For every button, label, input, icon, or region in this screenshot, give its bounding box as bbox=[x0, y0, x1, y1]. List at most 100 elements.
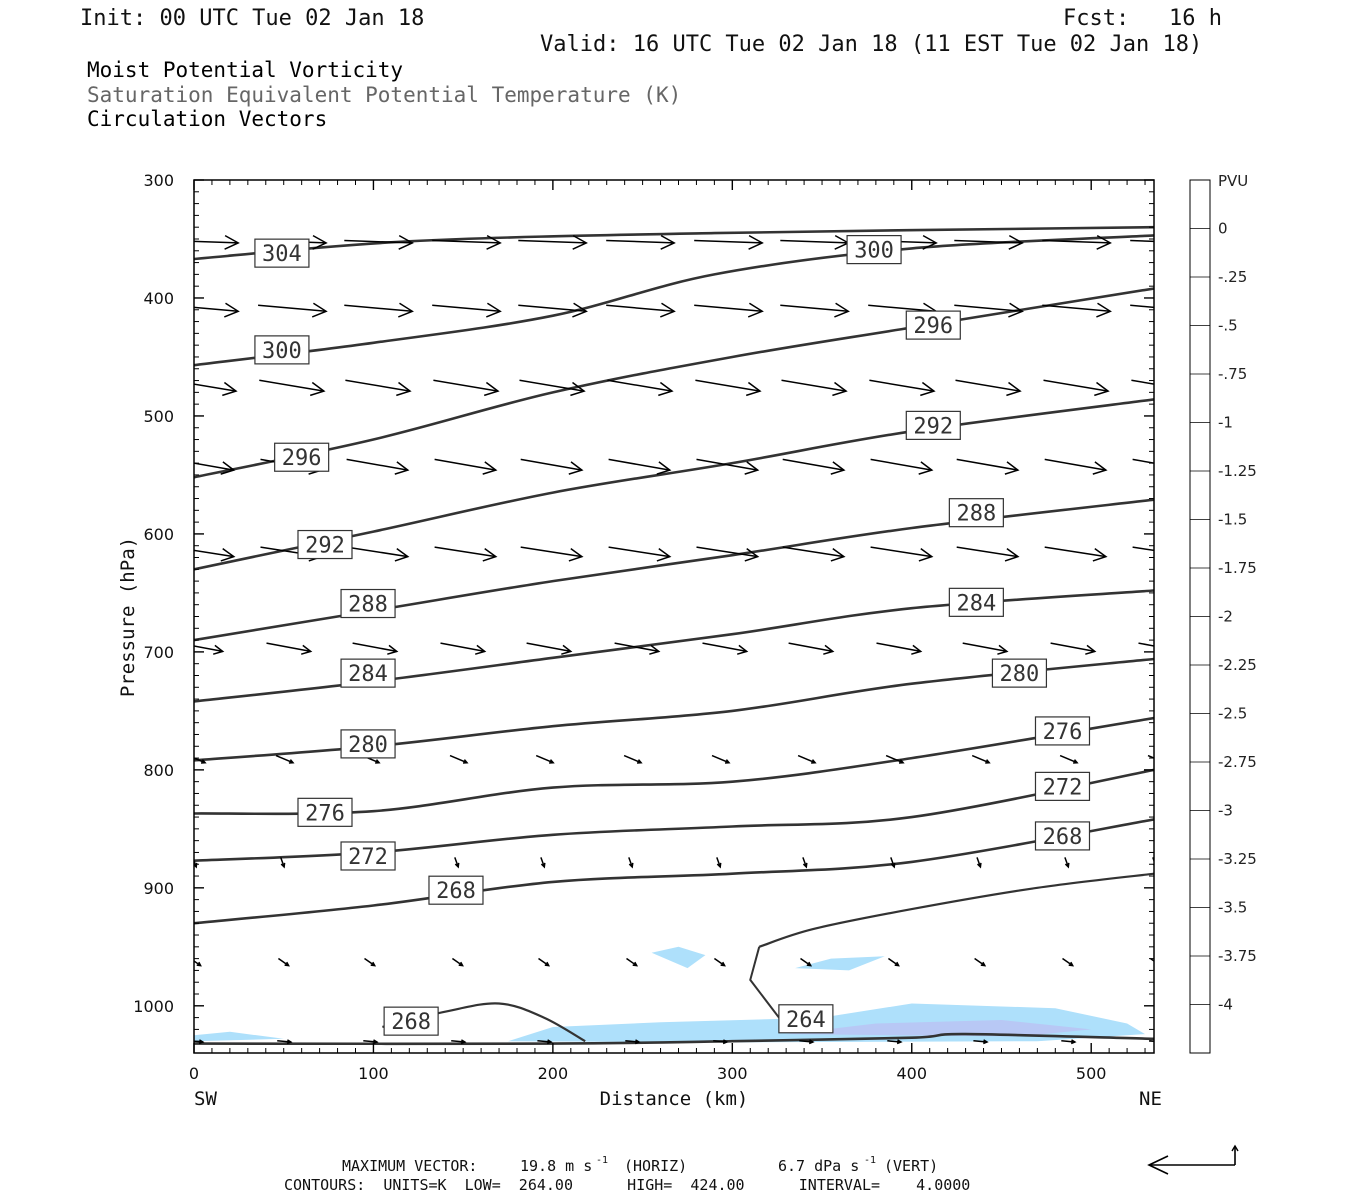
circulation-vector bbox=[973, 1039, 989, 1045]
colorbar-label: -1 bbox=[1218, 414, 1233, 432]
vector-head bbox=[220, 547, 236, 562]
circulation-vector bbox=[606, 302, 676, 318]
vector-shaft bbox=[694, 239, 763, 244]
circulation-vector bbox=[976, 857, 982, 869]
vector-head bbox=[890, 862, 896, 869]
vector-shaft bbox=[797, 754, 816, 764]
vector-head bbox=[830, 547, 846, 562]
vector-shaft bbox=[1042, 304, 1111, 313]
vector-shaft bbox=[1050, 642, 1095, 653]
circulation-vector bbox=[434, 458, 498, 475]
contour-line-300 bbox=[194, 234, 1154, 367]
circulation-vector bbox=[352, 642, 399, 655]
contour-label-box bbox=[948, 587, 1004, 617]
circulation-vector bbox=[432, 302, 502, 318]
vector-shaft bbox=[364, 957, 376, 967]
contour-label: 296 bbox=[274, 442, 330, 472]
colorbar-label: -3.75 bbox=[1218, 947, 1257, 965]
circulation-vector bbox=[518, 302, 588, 318]
vector-head bbox=[200, 759, 207, 764]
vector-head bbox=[1004, 547, 1020, 562]
circulation-vector bbox=[363, 1039, 379, 1045]
circulation-vector bbox=[451, 1039, 467, 1045]
contour-label-box bbox=[948, 498, 1004, 528]
colorbar-label: -1.25 bbox=[1218, 462, 1257, 480]
vector-shaft bbox=[713, 1040, 727, 1043]
contour-label-box bbox=[340, 658, 396, 688]
colorbar-unit: PVU bbox=[1218, 172, 1248, 190]
vector-shaft bbox=[625, 1040, 639, 1043]
vector-head bbox=[549, 759, 555, 764]
vector-shaft bbox=[1059, 754, 1078, 764]
vector-shaft bbox=[696, 458, 758, 471]
circulation-vector bbox=[1050, 642, 1097, 655]
vector-head bbox=[224, 234, 240, 250]
vector-head bbox=[744, 461, 760, 475]
vector-shaft bbox=[956, 458, 1019, 471]
vector-head bbox=[544, 961, 551, 967]
contour-label-box bbox=[340, 588, 396, 619]
colorbar-label: -4 bbox=[1218, 996, 1233, 1014]
circulation-vector bbox=[606, 234, 676, 250]
vector-head bbox=[288, 759, 295, 764]
vector-head bbox=[394, 461, 410, 475]
circulation-vector bbox=[432, 234, 502, 250]
circulation-vector bbox=[1131, 379, 1154, 385]
y-tick-label: 600 bbox=[143, 525, 174, 544]
vector-head bbox=[896, 1039, 903, 1045]
vector-shaft bbox=[194, 306, 239, 313]
vector-head bbox=[280, 862, 286, 869]
vector-shaft bbox=[346, 458, 408, 471]
valid-time: Valid: 16 UTC Tue 02 Jan 18 (11 EST Tue … bbox=[540, 32, 1202, 57]
circulation-vectors bbox=[194, 234, 1198, 1045]
vector-head bbox=[1181, 462, 1194, 474]
circulation-vector bbox=[802, 857, 808, 869]
vector-head bbox=[212, 644, 225, 655]
contour-label-box bbox=[428, 875, 484, 905]
vector-head bbox=[918, 461, 934, 475]
vector-shaft bbox=[194, 757, 206, 764]
vector-shaft bbox=[1062, 957, 1074, 967]
vector-head bbox=[220, 461, 236, 475]
vector-head bbox=[224, 302, 240, 318]
circulation-vector bbox=[971, 754, 991, 764]
vector-shaft bbox=[344, 304, 413, 313]
vector-head bbox=[811, 759, 817, 764]
vector-shaft bbox=[1044, 546, 1107, 558]
contour-label: 292 bbox=[905, 410, 961, 440]
vector-shaft bbox=[434, 458, 496, 471]
vector-head bbox=[649, 644, 661, 655]
vector-head bbox=[1184, 303, 1198, 317]
circulation-vector bbox=[537, 1039, 553, 1045]
vector-head bbox=[474, 644, 487, 655]
vector-head bbox=[370, 961, 377, 967]
vector-shaft bbox=[1042, 239, 1111, 244]
vector-shaft bbox=[954, 304, 1023, 313]
circulation-vector bbox=[1130, 303, 1198, 317]
vector-shaft bbox=[537, 1040, 552, 1043]
colorbar-label: -.75 bbox=[1218, 365, 1247, 383]
vector-head bbox=[976, 862, 982, 869]
y-tick-label: 700 bbox=[143, 643, 174, 662]
x-tick-label: 0 bbox=[189, 1064, 199, 1083]
vector-head bbox=[396, 381, 412, 397]
contour-label: 292 bbox=[297, 529, 353, 560]
vector-head bbox=[568, 547, 584, 562]
circulation-vector bbox=[608, 458, 672, 475]
vector-head bbox=[196, 961, 202, 967]
circulation-vector bbox=[194, 461, 236, 475]
contour-line-292 bbox=[194, 398, 1154, 571]
circulation-vector bbox=[713, 957, 726, 967]
vector-shaft bbox=[711, 754, 730, 764]
vector-shaft bbox=[887, 957, 900, 967]
vector-shaft bbox=[518, 239, 587, 244]
y-tick-label: 300 bbox=[143, 171, 174, 190]
circulation-vector bbox=[956, 546, 1020, 562]
init-time: Init: 00 UTC Tue 02 Jan 18 bbox=[80, 6, 424, 31]
contour-label-box bbox=[254, 335, 310, 365]
circulation-vector bbox=[869, 379, 936, 397]
vector-head bbox=[724, 759, 731, 764]
vector-head bbox=[572, 234, 588, 250]
vector-shaft bbox=[956, 546, 1019, 558]
vector-head bbox=[568, 461, 584, 475]
